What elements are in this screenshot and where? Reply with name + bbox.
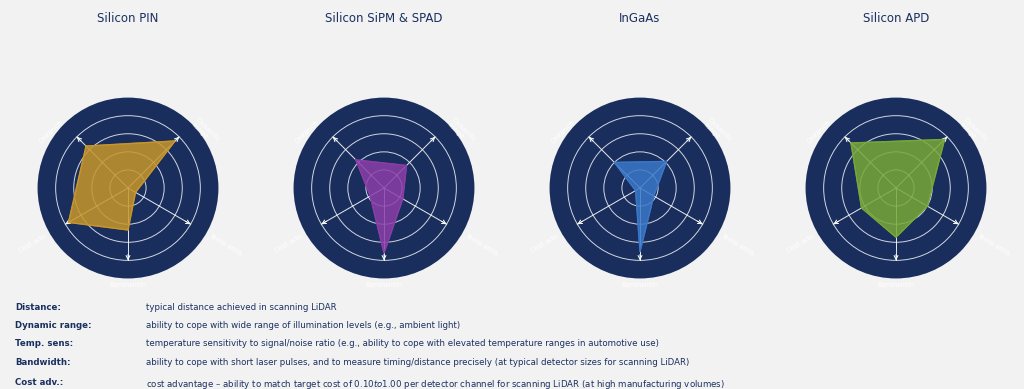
Text: InGaAs: InGaAs — [620, 12, 660, 25]
Text: Bandwidth: Bandwidth — [622, 282, 658, 288]
Text: Silicon PIN: Silicon PIN — [97, 12, 159, 25]
Text: Temp. sens:: Temp. sens: — [15, 338, 74, 348]
Text: Distance: Distance — [38, 119, 63, 145]
Text: Silicon SiPM & SPAD: Silicon SiPM & SPAD — [326, 12, 442, 25]
Text: Temp sens.: Temp sens. — [208, 233, 245, 257]
Text: Bandwidth: Bandwidth — [110, 282, 146, 288]
Text: Temp sens.: Temp sens. — [976, 233, 1013, 257]
Text: Distance: Distance — [806, 119, 831, 145]
Text: Distance: Distance — [294, 119, 319, 145]
Text: Bandwidth:: Bandwidth: — [15, 358, 71, 367]
Polygon shape — [356, 160, 407, 253]
Text: Dynamic
range: Dynamic range — [702, 117, 732, 148]
Text: Cost adv.:: Cost adv.: — [15, 378, 63, 387]
Text: Dynamic
range: Dynamic range — [446, 117, 476, 148]
Polygon shape — [851, 139, 944, 237]
Text: Distance: Distance — [550, 119, 575, 145]
Text: ability to cope with short laser pulses, and to measure timing/distance precisel: ability to cope with short laser pulses,… — [145, 358, 689, 367]
Text: Dynamic range:: Dynamic range: — [15, 321, 92, 330]
Text: Cost adv.: Cost adv. — [17, 233, 48, 254]
Text: temperature sensitivity to signal/noise ratio (e.g., ability to cope with elevat: temperature sensitivity to signal/noise … — [145, 338, 658, 348]
Text: Cost adv.: Cost adv. — [273, 233, 304, 254]
Text: Dynamic
range: Dynamic range — [190, 117, 220, 148]
Text: Cost adv.: Cost adv. — [785, 233, 816, 254]
Text: Cost adv.: Cost adv. — [529, 233, 560, 254]
Circle shape — [38, 98, 218, 279]
Polygon shape — [614, 161, 667, 252]
Text: Temp sens.: Temp sens. — [464, 233, 501, 257]
Text: ability to cope with wide range of illumination levels (e.g., ambient light): ability to cope with wide range of illum… — [145, 321, 460, 330]
Text: Bandwidth: Bandwidth — [366, 282, 402, 288]
Text: Dynamic
range: Dynamic range — [958, 117, 988, 148]
Text: Temp sens.: Temp sens. — [720, 233, 757, 257]
Text: Distance:: Distance: — [15, 303, 61, 312]
Text: Silicon APD: Silicon APD — [863, 12, 929, 25]
Circle shape — [294, 98, 474, 279]
Text: typical distance achieved in scanning LiDAR: typical distance achieved in scanning Li… — [145, 303, 336, 312]
Text: cost advantage – ability to match target cost of $0.10 to $1.00 per detector cha: cost advantage – ability to match target… — [145, 378, 725, 389]
Text: Bandwidth: Bandwidth — [878, 282, 914, 288]
Polygon shape — [69, 141, 175, 230]
Circle shape — [550, 98, 730, 279]
Circle shape — [806, 98, 986, 279]
